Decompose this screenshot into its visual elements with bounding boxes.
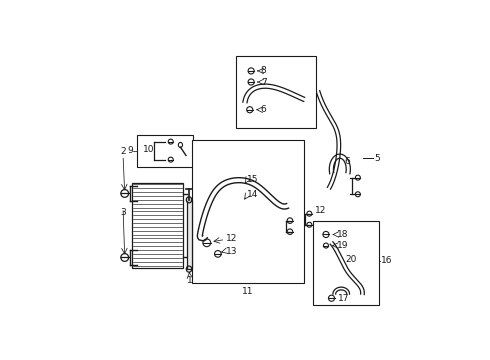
Text: 19: 19 — [337, 241, 348, 250]
Bar — [132, 183, 183, 268]
Ellipse shape — [187, 198, 191, 202]
Bar — [138, 135, 193, 167]
Text: 18: 18 — [337, 230, 348, 239]
Text: 11: 11 — [242, 287, 253, 296]
Bar — [187, 200, 192, 269]
Bar — [236, 56, 316, 128]
Text: 1: 1 — [187, 276, 193, 285]
Text: 9: 9 — [128, 146, 133, 155]
Bar — [192, 140, 304, 283]
Text: 20: 20 — [345, 255, 357, 264]
Text: 16: 16 — [381, 256, 392, 265]
Text: 6: 6 — [344, 157, 350, 166]
Text: 10: 10 — [143, 145, 154, 154]
Text: 5: 5 — [374, 154, 380, 163]
Text: 17: 17 — [339, 294, 350, 303]
Text: 12: 12 — [315, 206, 326, 215]
Text: 14: 14 — [247, 190, 258, 199]
Text: 13: 13 — [226, 247, 238, 256]
Text: 6: 6 — [261, 105, 267, 114]
Text: 7: 7 — [261, 77, 267, 86]
Text: 15: 15 — [247, 175, 258, 184]
Bar — [314, 221, 379, 305]
Text: 8: 8 — [261, 66, 267, 75]
Text: 12: 12 — [226, 234, 238, 243]
Text: 4: 4 — [197, 197, 203, 206]
Text: 2: 2 — [120, 147, 125, 156]
Text: 3: 3 — [120, 208, 125, 217]
